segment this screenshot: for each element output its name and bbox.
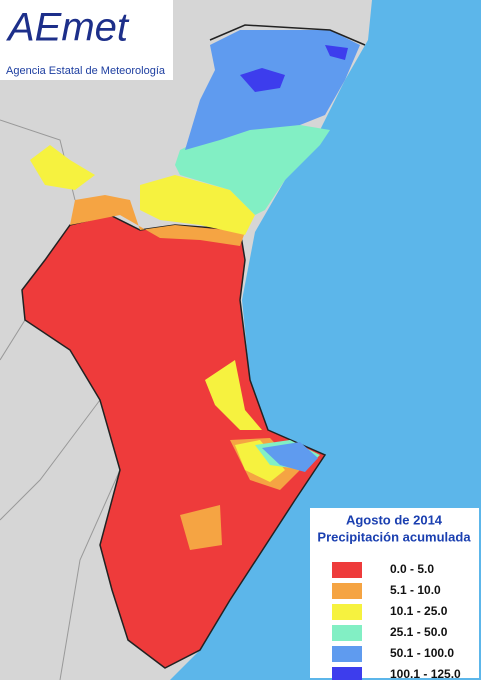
- legend-label: 5.1 - 10.0: [390, 583, 441, 597]
- legend-swatch: [332, 667, 362, 680]
- legend-title: Agosto de 2014: [346, 512, 443, 527]
- zone: [262, 442, 318, 472]
- zone: [180, 505, 222, 550]
- legend-label: 25.1 - 50.0: [390, 625, 448, 639]
- legend-swatch: [332, 604, 362, 620]
- legend-swatch: [332, 625, 362, 641]
- legend-label: 50.1 - 100.0: [390, 646, 454, 660]
- legend-label: 10.1 - 25.0: [390, 604, 448, 618]
- legend-subtitle: Precipitación acumulada: [317, 529, 471, 544]
- legend-label: 100.1 - 125.0: [390, 667, 461, 680]
- logo-box: [0, 0, 173, 80]
- zone: [185, 30, 360, 150]
- logo-brand: AEmet: [6, 6, 130, 50]
- legend-swatch: [332, 646, 362, 662]
- legend-swatch: [332, 562, 362, 578]
- zone: [30, 145, 95, 190]
- zone: [140, 175, 255, 235]
- zone: [240, 68, 285, 92]
- zone: [235, 440, 285, 482]
- zone: [325, 45, 348, 60]
- zone: [205, 360, 262, 430]
- zone: [175, 125, 330, 215]
- logo-agency: Agencia Estatal de Meteorología: [6, 65, 166, 77]
- legend-swatch: [332, 583, 362, 599]
- zone: [21, 214, 327, 669]
- border: [209, 24, 366, 46]
- legend-label: 0.0 - 5.0: [390, 562, 434, 576]
- zone: [70, 195, 245, 246]
